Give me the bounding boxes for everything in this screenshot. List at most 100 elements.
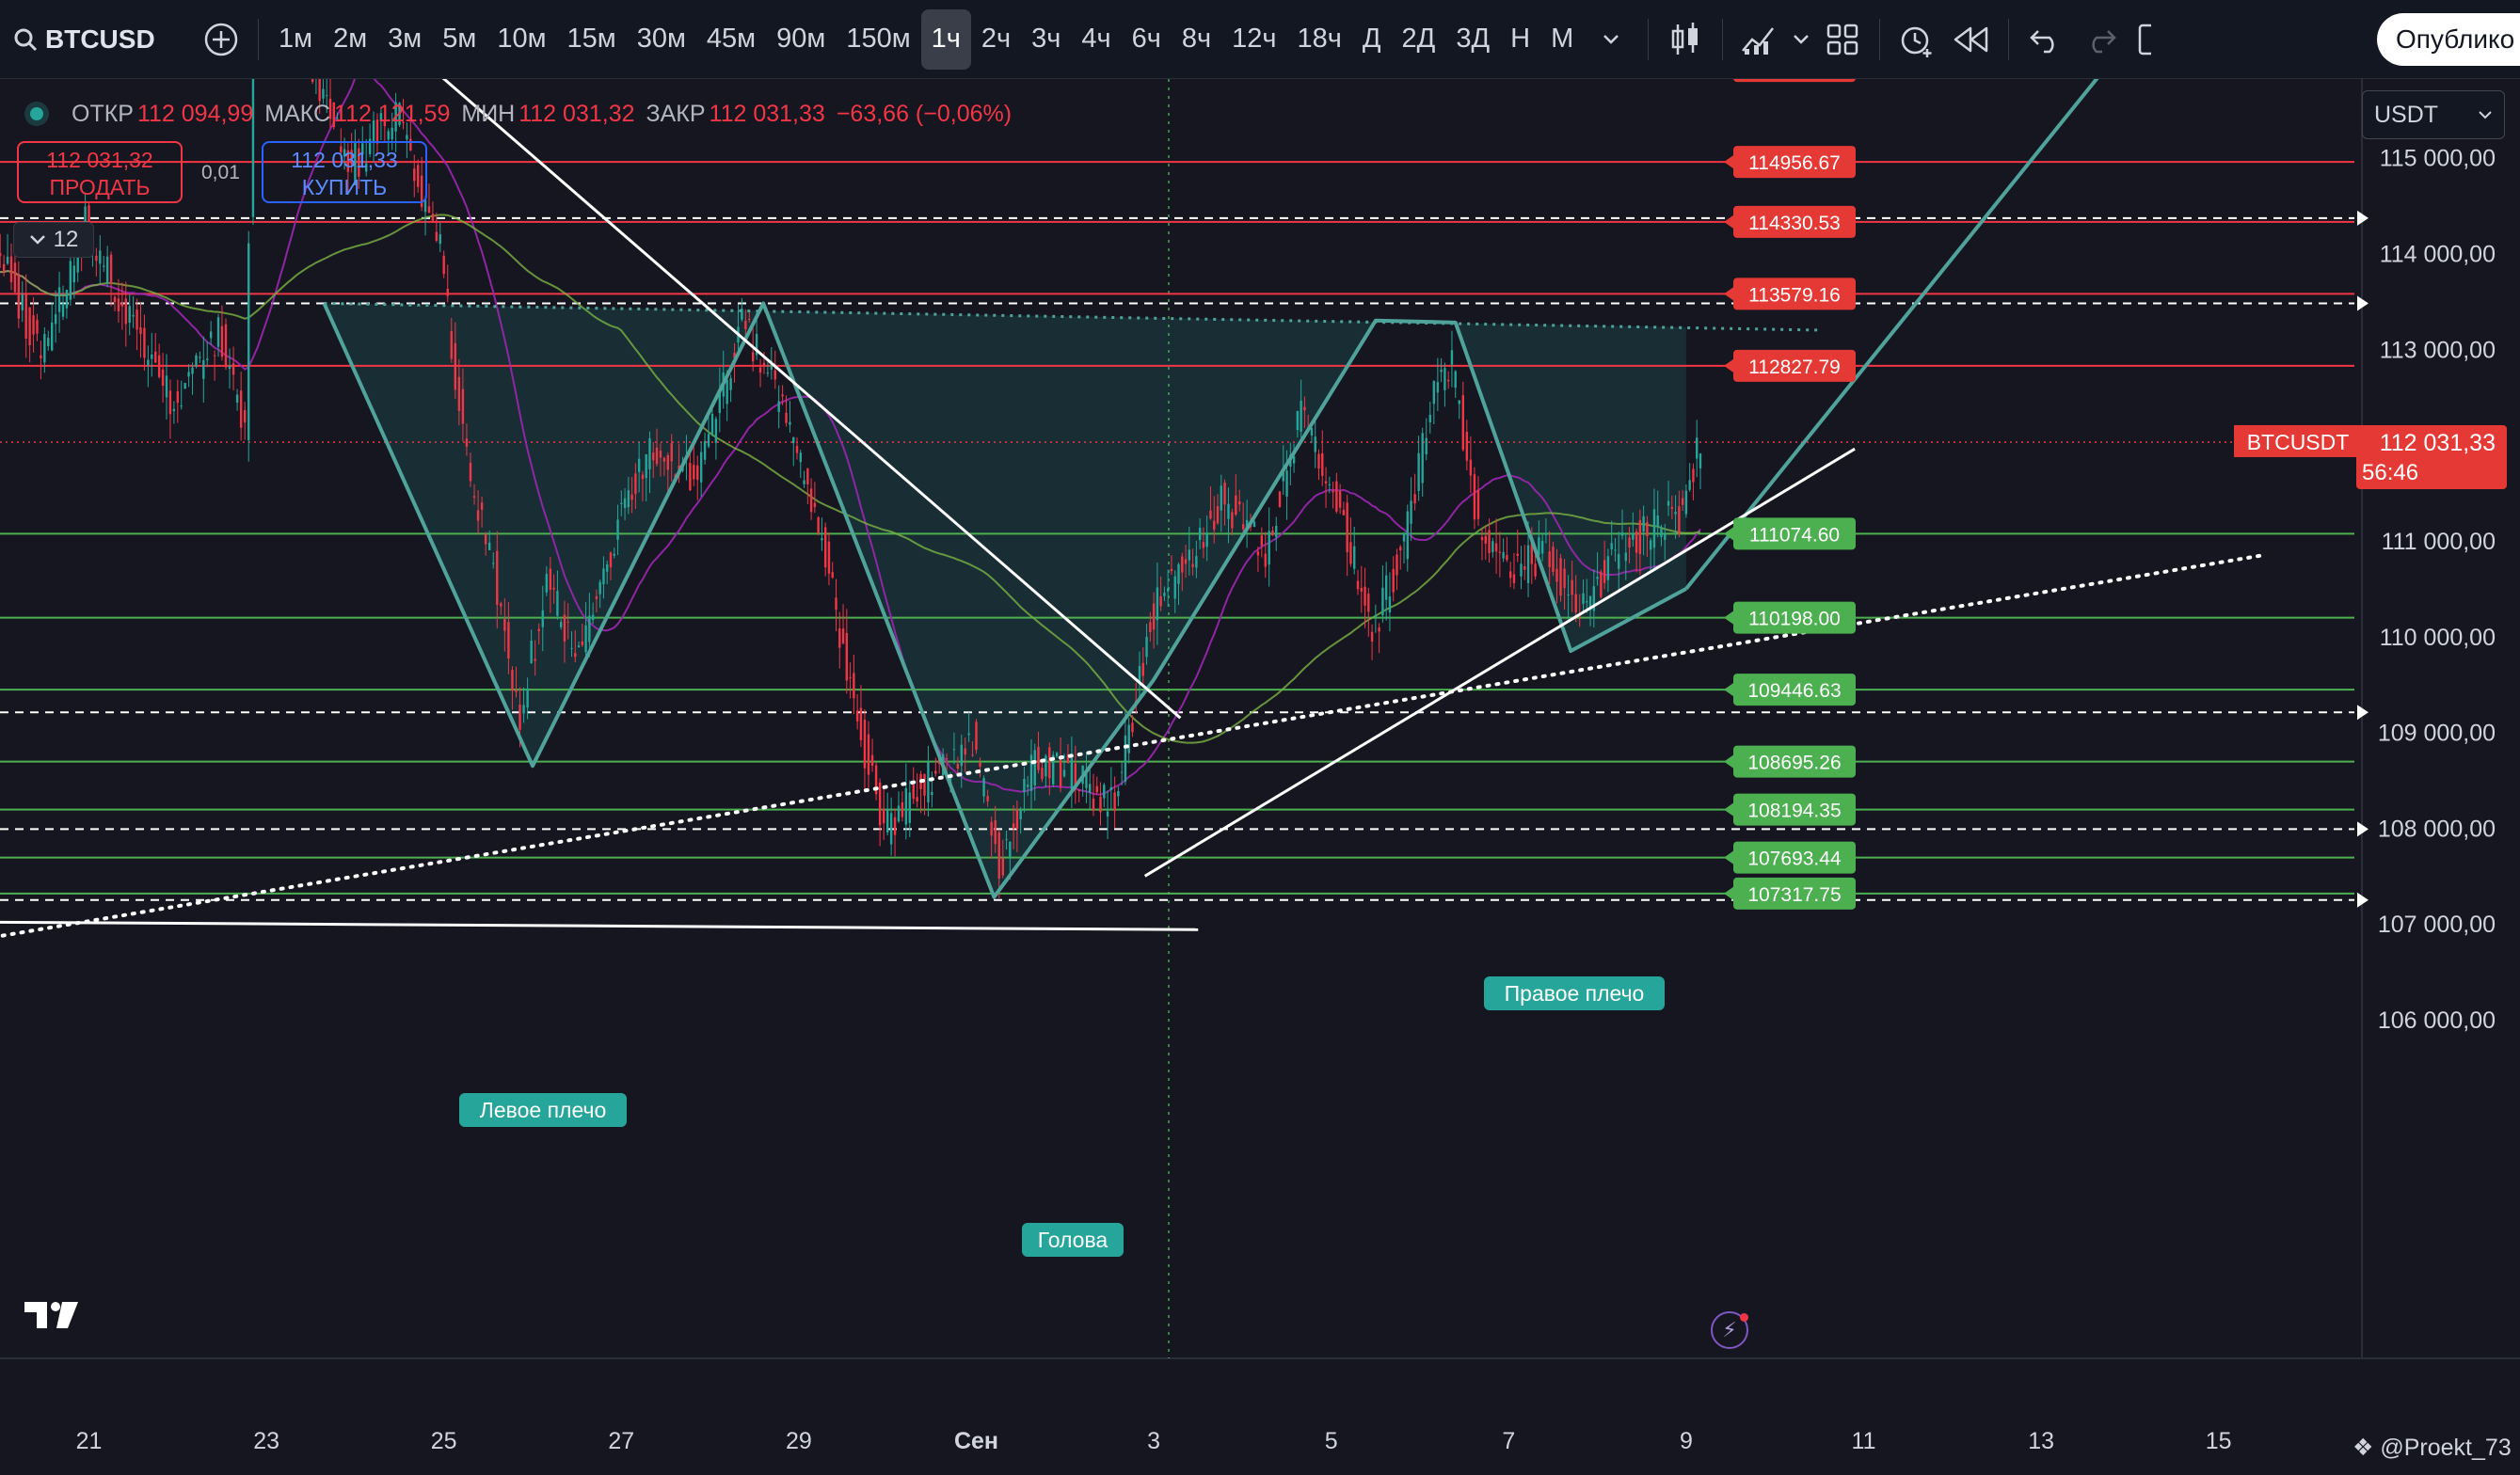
price-chart[interactable]: 117836.91116459.40115958.49114956.671143… (0, 79, 2520, 1475)
timeframe-9[interactable]: 150м (846, 24, 911, 54)
candle-body-418 (1484, 535, 1487, 544)
candle-body-409 (1450, 350, 1454, 365)
timeframe-12[interactable]: 3ч (1031, 24, 1061, 54)
timeframe-7[interactable]: 45м (706, 24, 757, 54)
candle-body-298 (1052, 754, 1055, 785)
candle-body-291 (1026, 785, 1029, 787)
candle-body-361 (1278, 491, 1282, 508)
candle-body-188 (648, 437, 651, 470)
timeframe-0[interactable]: 1м (279, 24, 313, 54)
candle-body-45 (120, 302, 124, 307)
price-levels (0, 161, 2362, 895)
resistance-label-4-box (1733, 205, 1856, 238)
time-tick-11: 13 (2028, 1428, 2054, 1454)
timeframe-3[interactable]: 5м (442, 24, 477, 54)
candle-body-201 (696, 465, 699, 481)
timeframe-17[interactable]: 18ч (1297, 24, 1342, 54)
timeframe-15[interactable]: 8ч (1181, 24, 1212, 54)
candle-body-74 (228, 365, 231, 370)
candle-body-204 (707, 434, 710, 447)
candle-body-446 (1586, 601, 1588, 603)
timeframe-11[interactable]: 2ч (981, 24, 1012, 54)
candle-body-400 (1417, 452, 1420, 491)
undo-button[interactable] (2018, 9, 2073, 70)
chart-type-button[interactable] (1658, 9, 1713, 70)
candle-body-382 (1353, 546, 1356, 569)
symbol-search[interactable]: BTCUSD (0, 24, 194, 55)
candle-body-453 (1610, 543, 1613, 549)
sell-button[interactable]: 112 031,32 ПРОДАТЬ (17, 141, 183, 203)
news-flash-button[interactable]: ⚡ (1711, 1311, 1748, 1349)
candle-body-403 (1428, 414, 1431, 422)
candle-body-113 (372, 119, 375, 142)
candle-body-310 (1095, 785, 1098, 793)
candle-body-122 (406, 135, 408, 140)
timeframe-16[interactable]: 12ч (1232, 24, 1277, 54)
indicators-menu-button[interactable] (1787, 9, 1815, 70)
candle-body-123 (409, 138, 412, 151)
redo-button[interactable] (2073, 9, 2128, 70)
candle-body-205 (710, 413, 714, 435)
timeframe-2[interactable]: 3м (388, 24, 423, 54)
candle-body-180 (620, 502, 623, 504)
timeframe-21[interactable]: Н (1510, 24, 1531, 54)
candle-body-134 (450, 330, 453, 359)
candle-body-293 (1033, 750, 1036, 785)
candle-body-255 (893, 817, 897, 835)
timeframe-more-button[interactable] (1584, 9, 1638, 70)
candle-body-426 (1512, 574, 1516, 583)
candle-body-432 (1534, 563, 1537, 577)
tradingview-logo[interactable] (24, 1298, 83, 1335)
price-tick-10: 108 000,00 (2378, 816, 2496, 842)
timeframe-4[interactable]: 10м (497, 24, 547, 54)
sell-price: 112 031,32 (46, 148, 153, 172)
indicators-button[interactable] (1732, 9, 1787, 70)
candle-body-111 (364, 163, 368, 172)
price-axis[interactable]: 118 000,00117 000,00116 000,00115 000,00… (2234, 79, 2507, 1034)
candle-body-327 (1156, 587, 1159, 621)
alert-button[interactable] (1890, 9, 1944, 70)
timeframe-13[interactable]: 4ч (1081, 24, 1111, 54)
candle-body-463 (1646, 522, 1649, 537)
candle-body-387 (1370, 631, 1374, 642)
toolbar-divider (258, 18, 259, 60)
timeframe-5[interactable]: 15м (566, 24, 616, 54)
candle-body-242 (845, 632, 849, 681)
market-status-dot[interactable] (30, 107, 43, 120)
candle-body-26 (51, 322, 54, 351)
candle-body-294 (1037, 746, 1040, 770)
compare-add-button[interactable] (194, 9, 248, 70)
time-axis[interactable]: 21 23 25 27 29 Сен 3 5 7 9 11 13 15 (76, 1428, 2232, 1454)
candle-body-404 (1432, 380, 1436, 404)
candle-body-411 (1458, 400, 1460, 404)
timeframe-20[interactable]: 3Д (1456, 24, 1491, 54)
timeframe-18[interactable]: Д (1362, 24, 1381, 54)
candle-body-251 (878, 782, 882, 826)
timeframe-1[interactable]: 2м (333, 24, 368, 54)
buy-button[interactable]: 112 031,33 КУПИТЬ (262, 141, 427, 203)
left-shoulder-label-box (459, 1093, 627, 1127)
replay-button[interactable] (1944, 9, 1999, 70)
current-price-box[interactable] (2356, 424, 2507, 489)
support-label-4-pointer (1724, 802, 1733, 817)
candle-body-355 (1256, 551, 1260, 556)
candle-body-280 (986, 796, 989, 801)
timeframe-19[interactable]: 2Д (1401, 24, 1436, 54)
candle-body-136 (457, 376, 461, 411)
timeframe-8[interactable]: 90м (776, 24, 826, 54)
templates-button[interactable] (1815, 9, 1870, 70)
candle-body-55 (157, 355, 161, 377)
timeframe-14[interactable]: 6ч (1131, 24, 1161, 54)
candle-body-225 (785, 412, 788, 423)
indicators-collapse-button[interactable]: 12 (13, 222, 94, 258)
candle-body-401 (1421, 433, 1424, 484)
timeframe-10[interactable]: 1ч (920, 8, 971, 70)
candle-body-309 (1092, 798, 1095, 811)
layout-button[interactable] (2128, 9, 2156, 70)
currency-select[interactable]: USDT (2362, 90, 2505, 139)
timeframe-6[interactable]: 30м (636, 24, 686, 54)
candle-body-67 (202, 359, 205, 379)
timeframe-22[interactable]: М (1551, 24, 1574, 54)
publish-button[interactable]: Опублико (2377, 13, 2520, 66)
candle-body-302 (1066, 753, 1070, 764)
